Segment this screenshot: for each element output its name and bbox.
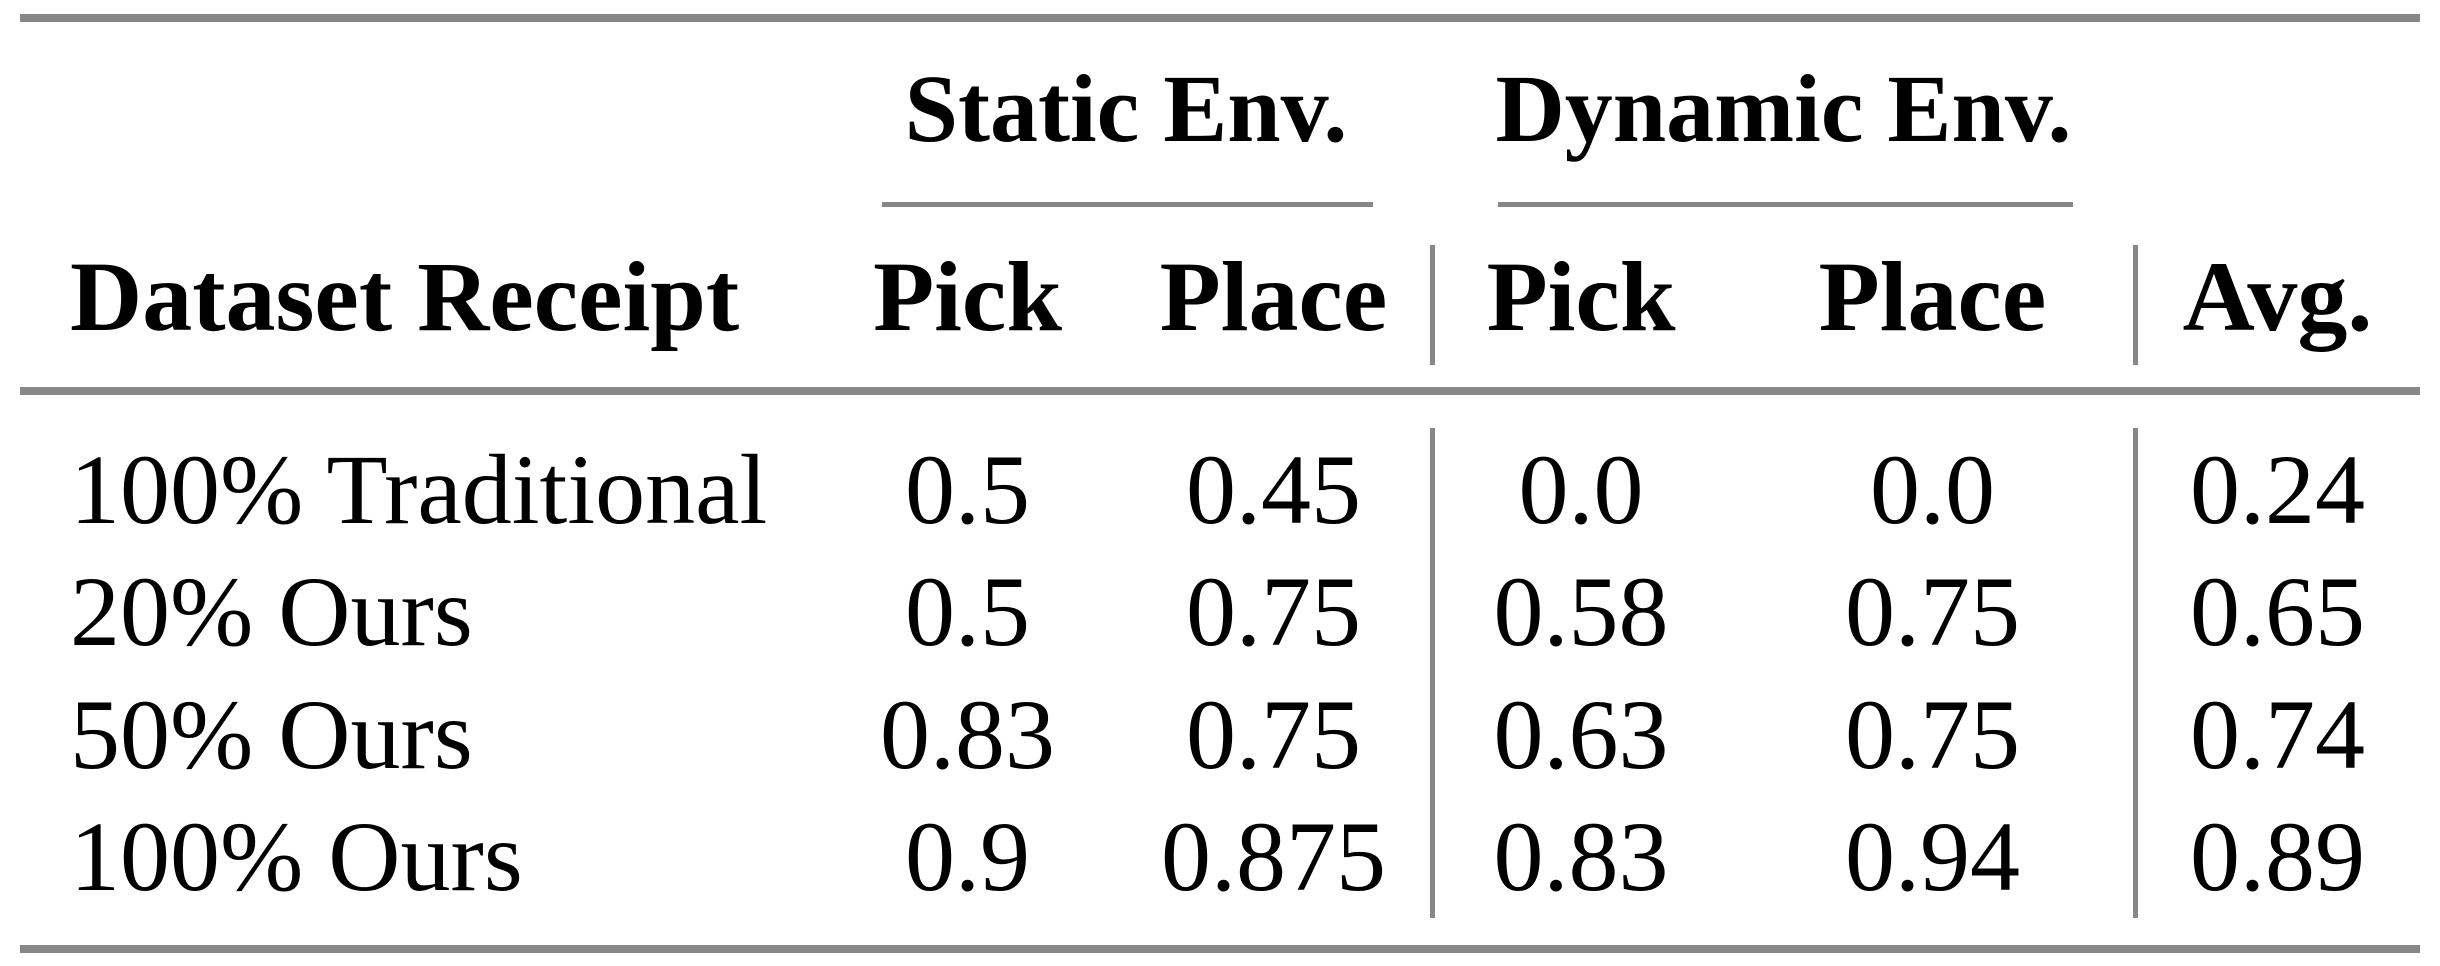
static-place-header: Place (1159, 241, 1388, 352)
dynamic-env-cmidrule (1498, 202, 2073, 207)
cell-dynamic-place: 0.75 (1845, 556, 2020, 668)
static-env-cmidrule (882, 202, 1373, 207)
bottom-rule (20, 945, 2420, 953)
cell-static-pick: 0.9 (905, 801, 1030, 913)
row-label: 50% Ours (70, 678, 473, 790)
cell-static-place: 0.875 (1161, 801, 1386, 913)
cell-dynamic-place: 0.75 (1845, 678, 2020, 790)
cell-dynamic-pick: 0.0 (1518, 433, 1644, 545)
dynamic-avg-separator-header (2133, 245, 2138, 365)
cell-avg: 0.65 (2190, 556, 2365, 668)
cell-avg: 0.74 (2190, 678, 2365, 790)
top-rule (20, 14, 2420, 22)
cell-static-pick: 0.5 (905, 433, 1030, 545)
cell-static-place: 0.75 (1186, 556, 1361, 668)
cell-static-place: 0.75 (1186, 678, 1361, 790)
cell-dynamic-place: 0.0 (1870, 433, 1995, 545)
cell-static-pick: 0.83 (880, 678, 1055, 790)
cell-static-place: 0.45 (1186, 433, 1361, 545)
static-pick-header: Pick (873, 241, 1062, 352)
cell-avg: 0.89 (2190, 801, 2365, 913)
dynamic-pick-header: Pick (1486, 241, 1676, 352)
row-label: 100% Ours (70, 801, 523, 913)
cell-static-pick: 0.5 (905, 556, 1030, 668)
cell-dynamic-pick: 0.58 (1493, 556, 1669, 668)
results-table: Static Env. Dynamic Env. Dataset Receipt… (20, 14, 2420, 945)
static-dynamic-separator-header (1430, 245, 1435, 365)
dynamic-env-group-header: Dynamic Env. (1495, 54, 2072, 162)
cell-dynamic-place: 0.94 (1845, 801, 2020, 913)
cell-avg: 0.24 (2190, 433, 2365, 545)
avg-header: Avg. (2182, 241, 2373, 352)
static-env-group-header: Static Env. (904, 54, 1348, 162)
cell-dynamic-pick: 0.63 (1493, 678, 1669, 790)
row-label: 20% Ours (70, 556, 473, 668)
static-dynamic-separator-body (1430, 428, 1435, 918)
header-body-midrule (20, 387, 2420, 395)
dataset-receipt-header: Dataset Receipt (70, 241, 740, 352)
dynamic-place-header: Place (1818, 241, 2047, 352)
cell-dynamic-pick: 0.83 (1493, 801, 1669, 913)
dynamic-avg-separator-body (2133, 428, 2138, 918)
row-label: 100% Traditional (70, 433, 768, 545)
